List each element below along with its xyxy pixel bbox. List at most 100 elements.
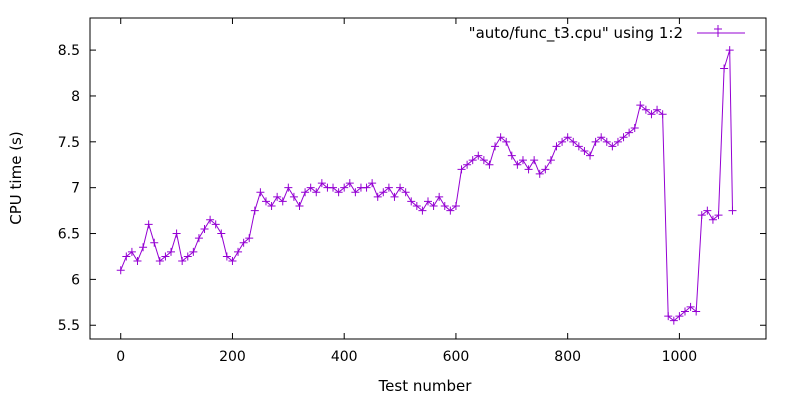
data-point <box>267 202 276 211</box>
data-point <box>714 211 723 220</box>
data-point <box>686 302 695 311</box>
data-point <box>390 192 399 201</box>
data-point <box>675 312 684 321</box>
data-point <box>329 183 338 192</box>
x-tick-label: 200 <box>219 349 246 365</box>
data-point <box>401 188 410 197</box>
data-point <box>625 128 634 137</box>
data-point <box>345 179 354 188</box>
data-point <box>546 156 555 165</box>
data-point <box>362 183 371 192</box>
data-point <box>407 197 416 206</box>
data-point <box>150 238 159 247</box>
data-point <box>658 110 667 119</box>
data-point <box>669 316 678 325</box>
data-point <box>217 229 226 238</box>
y-tick-label: 8 <box>71 89 80 105</box>
data-point <box>228 257 237 266</box>
data-point <box>183 252 192 261</box>
data-point <box>446 206 455 215</box>
data-point <box>524 165 533 174</box>
data-point <box>161 252 170 261</box>
data-point <box>250 206 259 215</box>
data-point <box>211 220 220 229</box>
data-point <box>384 183 393 192</box>
data-point <box>306 183 315 192</box>
data-point <box>222 252 231 261</box>
data-point <box>194 234 203 243</box>
x-tick-label: 400 <box>331 349 358 365</box>
series-line <box>120 49 733 322</box>
data-point <box>435 192 444 201</box>
data-point <box>451 202 460 211</box>
y-tick-label: 7.5 <box>58 135 80 151</box>
data-point <box>518 156 527 165</box>
data-point <box>200 224 209 233</box>
y-tick-label: 5.5 <box>58 318 80 334</box>
data-point <box>351 188 360 197</box>
data-point <box>653 105 662 114</box>
data-point <box>630 124 639 133</box>
data-point <box>728 206 737 215</box>
series-layer <box>116 46 737 325</box>
data-point <box>256 188 265 197</box>
data-point <box>586 151 595 160</box>
y-tick-label: 6 <box>71 272 80 288</box>
data-point <box>647 110 656 119</box>
data-point <box>301 188 310 197</box>
data-point <box>189 247 198 256</box>
data-point <box>619 133 628 142</box>
x-tick-label: 800 <box>554 349 581 365</box>
data-point <box>530 156 539 165</box>
data-point <box>424 197 432 206</box>
data-point <box>558 137 567 146</box>
x-tick-label: 0 <box>116 349 125 365</box>
data-point <box>507 151 516 160</box>
data-point <box>485 160 494 169</box>
data-point <box>206 215 215 224</box>
data-point <box>144 220 153 229</box>
legend-label: "auto/func_t3.cpu" using 1:2 <box>469 24 683 43</box>
y-tick-label: 7 <box>71 181 80 197</box>
data-point <box>680 307 689 316</box>
x-axis-title: Test number <box>378 377 473 395</box>
data-point <box>513 160 522 169</box>
data-point <box>468 156 477 165</box>
data-point <box>418 206 427 215</box>
data-point <box>289 192 298 201</box>
data-point <box>613 137 622 146</box>
data-point <box>597 133 606 142</box>
y-axis-title: CPU time (s) <box>7 131 25 224</box>
data-point <box>636 101 645 110</box>
data-point <box>479 156 488 165</box>
legend-marker <box>714 25 722 37</box>
y-tick-label: 8.5 <box>58 43 80 59</box>
data-point <box>552 142 561 151</box>
plot-frame <box>89 17 767 340</box>
data-point <box>155 257 164 266</box>
data-point <box>429 202 438 211</box>
y-tick-label: 6.5 <box>58 227 80 243</box>
data-point <box>312 188 321 197</box>
data-point <box>591 137 600 146</box>
data-point <box>116 266 125 275</box>
data-point <box>368 179 377 188</box>
data-point <box>139 243 148 252</box>
data-point <box>474 151 483 160</box>
data-point <box>496 133 505 142</box>
data-point <box>703 206 712 215</box>
data-point <box>122 252 131 261</box>
data-point <box>535 169 544 178</box>
data-point <box>295 202 304 211</box>
data-point <box>379 188 388 197</box>
data-point <box>317 179 326 188</box>
data-point <box>373 192 382 201</box>
data-point <box>234 247 243 256</box>
data-point <box>273 192 282 201</box>
data-point <box>608 142 617 151</box>
data-point <box>127 247 136 256</box>
data-point <box>569 137 578 146</box>
data-point <box>574 142 583 151</box>
data-point <box>133 257 142 266</box>
data-point <box>463 160 472 169</box>
